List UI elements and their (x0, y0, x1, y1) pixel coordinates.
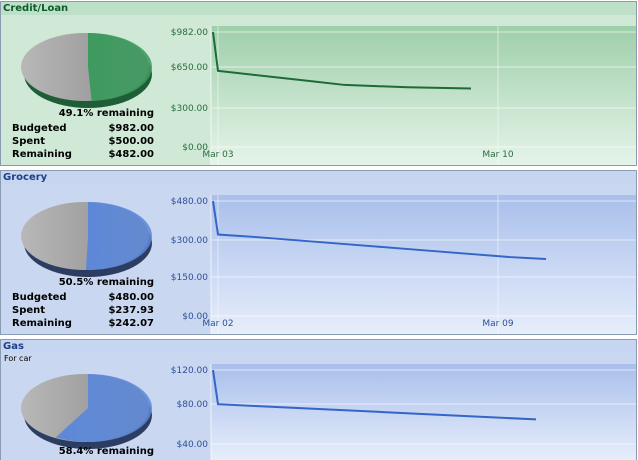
spending-series-line (212, 200, 547, 260)
budget-panel-gas[interactable]: Gas For car 58.4% remaining $120.00 $80.0… (0, 339, 637, 460)
stat-label: Remaining (12, 318, 72, 329)
stat-value: $480.00 (108, 292, 154, 303)
remaining-percent: 58.4% remaining (58, 446, 154, 457)
stat-label: Spent (12, 305, 46, 316)
budget-panel-credit-loan[interactable]: Credit/Loan 49.1% remaining Budgeted $982… (0, 1, 637, 166)
panel-note: For car (4, 354, 32, 363)
pie-chart (21, 33, 152, 108)
panel-title: Credit/Loan (1, 2, 636, 15)
stat-value: $482.00 (108, 149, 154, 160)
spending-line-chart: $480.00 $300.00 $150.00 $0.00 Mar 02 Mar 09 (161, 189, 636, 334)
y-tick-label: $480.00 (171, 197, 208, 207)
stat-label: Budgeted (12, 123, 67, 134)
y-tick-label: $300.00 (171, 236, 208, 246)
panel-title: Gas (1, 340, 636, 353)
panel-title: Grocery (1, 171, 636, 184)
y-tick-label: $40.00 (177, 440, 209, 450)
spending-series-line (212, 31, 472, 90)
y-tick-label: $300.00 (171, 104, 208, 114)
pie-chart (21, 374, 153, 449)
budget-panel-grocery[interactable]: Grocery 50.5% remaining Budgeted $480.00 … (0, 170, 637, 335)
stat-value: $500.00 (108, 136, 154, 147)
stat-label: Spent (12, 136, 46, 147)
y-tick-label: $120.00 (171, 366, 208, 376)
pie-chart (21, 202, 152, 277)
remaining-percent: 49.1% remaining (58, 108, 154, 119)
y-tick-label: $650.00 (171, 63, 208, 73)
spending-series-line (212, 369, 537, 421)
y-tick-label: $0.00 (182, 143, 208, 153)
spending-line-chart: $120.00 $80.00 $40.00 (161, 360, 636, 460)
x-tick-label: Mar 09 (482, 319, 514, 329)
y-tick-label: $150.00 (171, 273, 208, 283)
stat-label: Remaining (12, 149, 72, 160)
stat-value: $237.93 (108, 305, 154, 316)
stat-value: $242.07 (108, 318, 154, 329)
y-tick-label: $80.00 (177, 400, 209, 410)
remaining-percent: 50.5% remaining (58, 277, 154, 288)
spending-line-chart: $982.00 $650.00 $300.00 $0.00 Mar 03 Mar 10 (161, 20, 636, 165)
x-tick-label: Mar 03 (202, 150, 233, 160)
x-tick-label: Mar 10 (482, 150, 514, 160)
stat-value: $982.00 (108, 123, 154, 134)
y-tick-label: $982.00 (171, 28, 208, 38)
x-tick-label: Mar 02 (202, 319, 233, 329)
y-tick-label: $0.00 (182, 312, 208, 322)
stat-label: Budgeted (12, 292, 67, 303)
